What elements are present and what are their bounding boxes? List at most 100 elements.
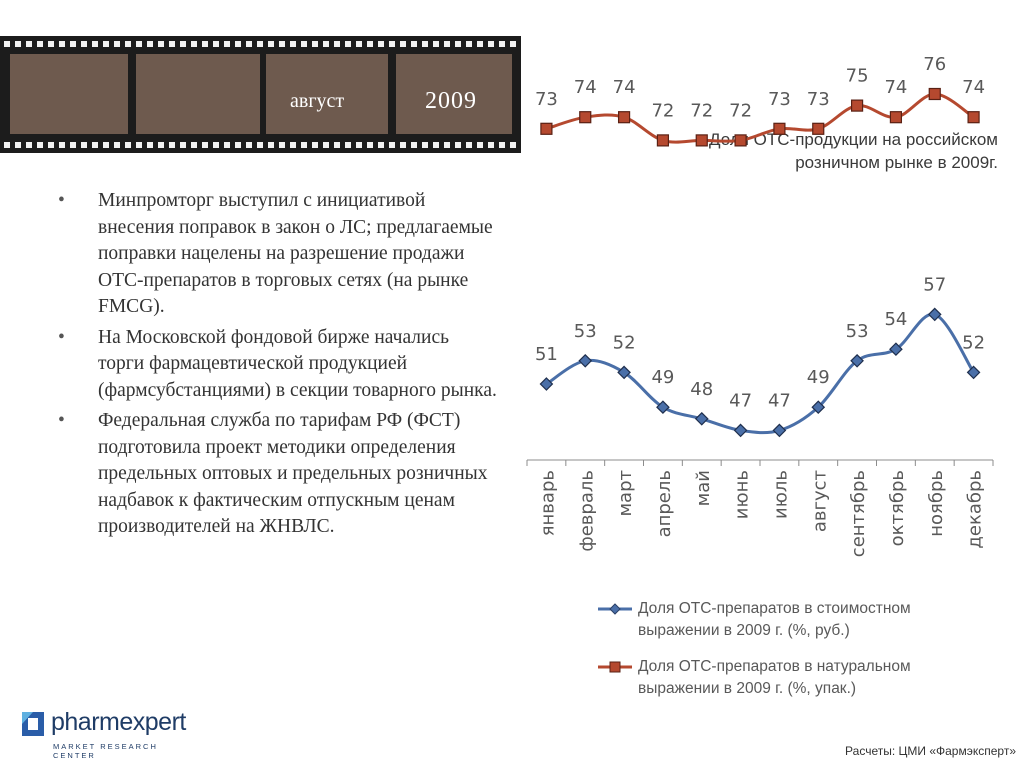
bullet-item: Минпромторг выступил с инициативой внесе… (58, 188, 498, 321)
film-sprocket-hole (499, 41, 505, 47)
data-label: 49 (807, 367, 830, 388)
data-label: 53 (574, 321, 597, 342)
data-label: 54 (884, 309, 907, 330)
film-sprocket-hole (466, 41, 472, 47)
film-frame (396, 54, 512, 134)
data-label: 72 (651, 100, 674, 121)
film-sprocket-hole (378, 41, 384, 47)
film-frame (136, 54, 260, 134)
film-sprocket-hole (158, 41, 164, 47)
logo-mark-icon (22, 712, 44, 736)
film-strip-banner (0, 36, 521, 153)
data-label: 76 (923, 54, 946, 75)
series-line (545, 312, 975, 435)
film-sprocket-hole (48, 142, 54, 148)
data-label: 47 (729, 390, 752, 411)
film-sprocket-hole (268, 41, 274, 47)
film-sprocket-hole (169, 41, 175, 47)
film-sprocket-hole (378, 142, 384, 148)
film-sprocket-hole (411, 41, 417, 47)
film-sprocket-hole (158, 142, 164, 148)
film-sprocket-hole (477, 41, 483, 47)
x-tick-label: июль (770, 470, 791, 519)
data-point (812, 122, 825, 135)
film-sprocket-hole (367, 142, 373, 148)
film-sprocket-hole (279, 142, 285, 148)
film-sprocket-hole (466, 142, 472, 148)
film-sprocket-hole (235, 41, 241, 47)
source-note: Расчеты: ЦМИ «Фармэксперт» (845, 744, 1016, 758)
film-sprocket-hole (70, 142, 76, 148)
film-sprocket-hole (191, 142, 197, 148)
film-sprocket-hole (499, 142, 505, 148)
logo-tagline: MARKET RESEARCH CENTER (53, 742, 158, 760)
film-sprocket-hole (136, 142, 142, 148)
data-point (579, 111, 592, 124)
data-point (927, 307, 942, 322)
film-sprocket-hole (411, 142, 417, 148)
banner-year: 2009 (425, 88, 477, 114)
film-sprocket-hole (444, 142, 450, 148)
film-sprocket-hole (147, 142, 153, 148)
data-label: 74 (884, 77, 907, 98)
film-sprocket-hole (114, 142, 120, 148)
film-sprocket-hole (92, 142, 98, 148)
data-label: 75 (846, 66, 869, 87)
film-sprocket-hole (125, 142, 131, 148)
data-point (850, 353, 864, 368)
film-sprocket-hole (488, 41, 494, 47)
data-point (539, 377, 554, 391)
film-sprocket-hole (323, 142, 329, 148)
film-sprocket-hole (136, 41, 142, 47)
film-sprocket-hole (356, 41, 362, 47)
legend-diamond-icon (598, 603, 632, 615)
film-sprocket-hole (345, 41, 351, 47)
film-sprocket-hole (26, 142, 32, 148)
bullet-item: Федеральная служба по тарифам РФ (ФСТ) п… (58, 408, 498, 541)
x-tick-label: апрель (654, 470, 675, 537)
film-sprocket-hole (257, 142, 263, 148)
x-tick-label: май (693, 470, 714, 506)
data-label: 74 (574, 77, 597, 98)
film-sprocket-hole (455, 142, 461, 148)
banner-month: август (290, 90, 345, 112)
data-label: 73 (535, 89, 558, 110)
data-point (734, 134, 747, 147)
film-sprocket-hole (59, 142, 65, 148)
film-sprocket-hole (235, 142, 241, 148)
film-sprocket-hole (246, 142, 252, 148)
bullet-item: На Московской фондовой бирже начались то… (58, 325, 498, 405)
film-sprocket-hole (213, 41, 219, 47)
data-label: 48 (690, 379, 713, 400)
film-sprocket-hole (356, 142, 362, 148)
data-label: 47 (768, 390, 791, 411)
film-sprocket-hole (37, 41, 43, 47)
film-sprocket-hole (400, 41, 406, 47)
data-point (850, 99, 864, 112)
data-point (772, 423, 787, 438)
film-sprocket-hole (455, 41, 461, 47)
data-point (889, 111, 903, 124)
data-label: 57 (923, 274, 946, 295)
film-sprocket-hole (81, 142, 87, 148)
x-tick-label: январь (537, 470, 558, 536)
film-sprocket-hole (312, 142, 318, 148)
data-label: 52 (613, 332, 636, 353)
film-sprocket-hole (202, 142, 208, 148)
film-sprocket-hole (389, 142, 395, 148)
data-point (656, 134, 670, 147)
film-sprocket-hole (114, 41, 120, 47)
film-sprocket-hole (246, 41, 252, 47)
film-sprocket-hole (4, 41, 10, 47)
film-sprocket-hole (433, 142, 439, 148)
film-sprocket-hole (37, 142, 43, 148)
film-sprocket-hole (257, 41, 263, 47)
film-sprocket-hole (422, 142, 428, 148)
data-label: 53 (846, 321, 869, 342)
film-sprocket-hole (301, 41, 307, 47)
film-sprocket-hole (202, 41, 208, 47)
data-label: 73 (807, 89, 830, 110)
data-point (733, 423, 748, 438)
film-sprocket-hole (345, 142, 351, 148)
film-sprocket-hole (70, 41, 76, 47)
